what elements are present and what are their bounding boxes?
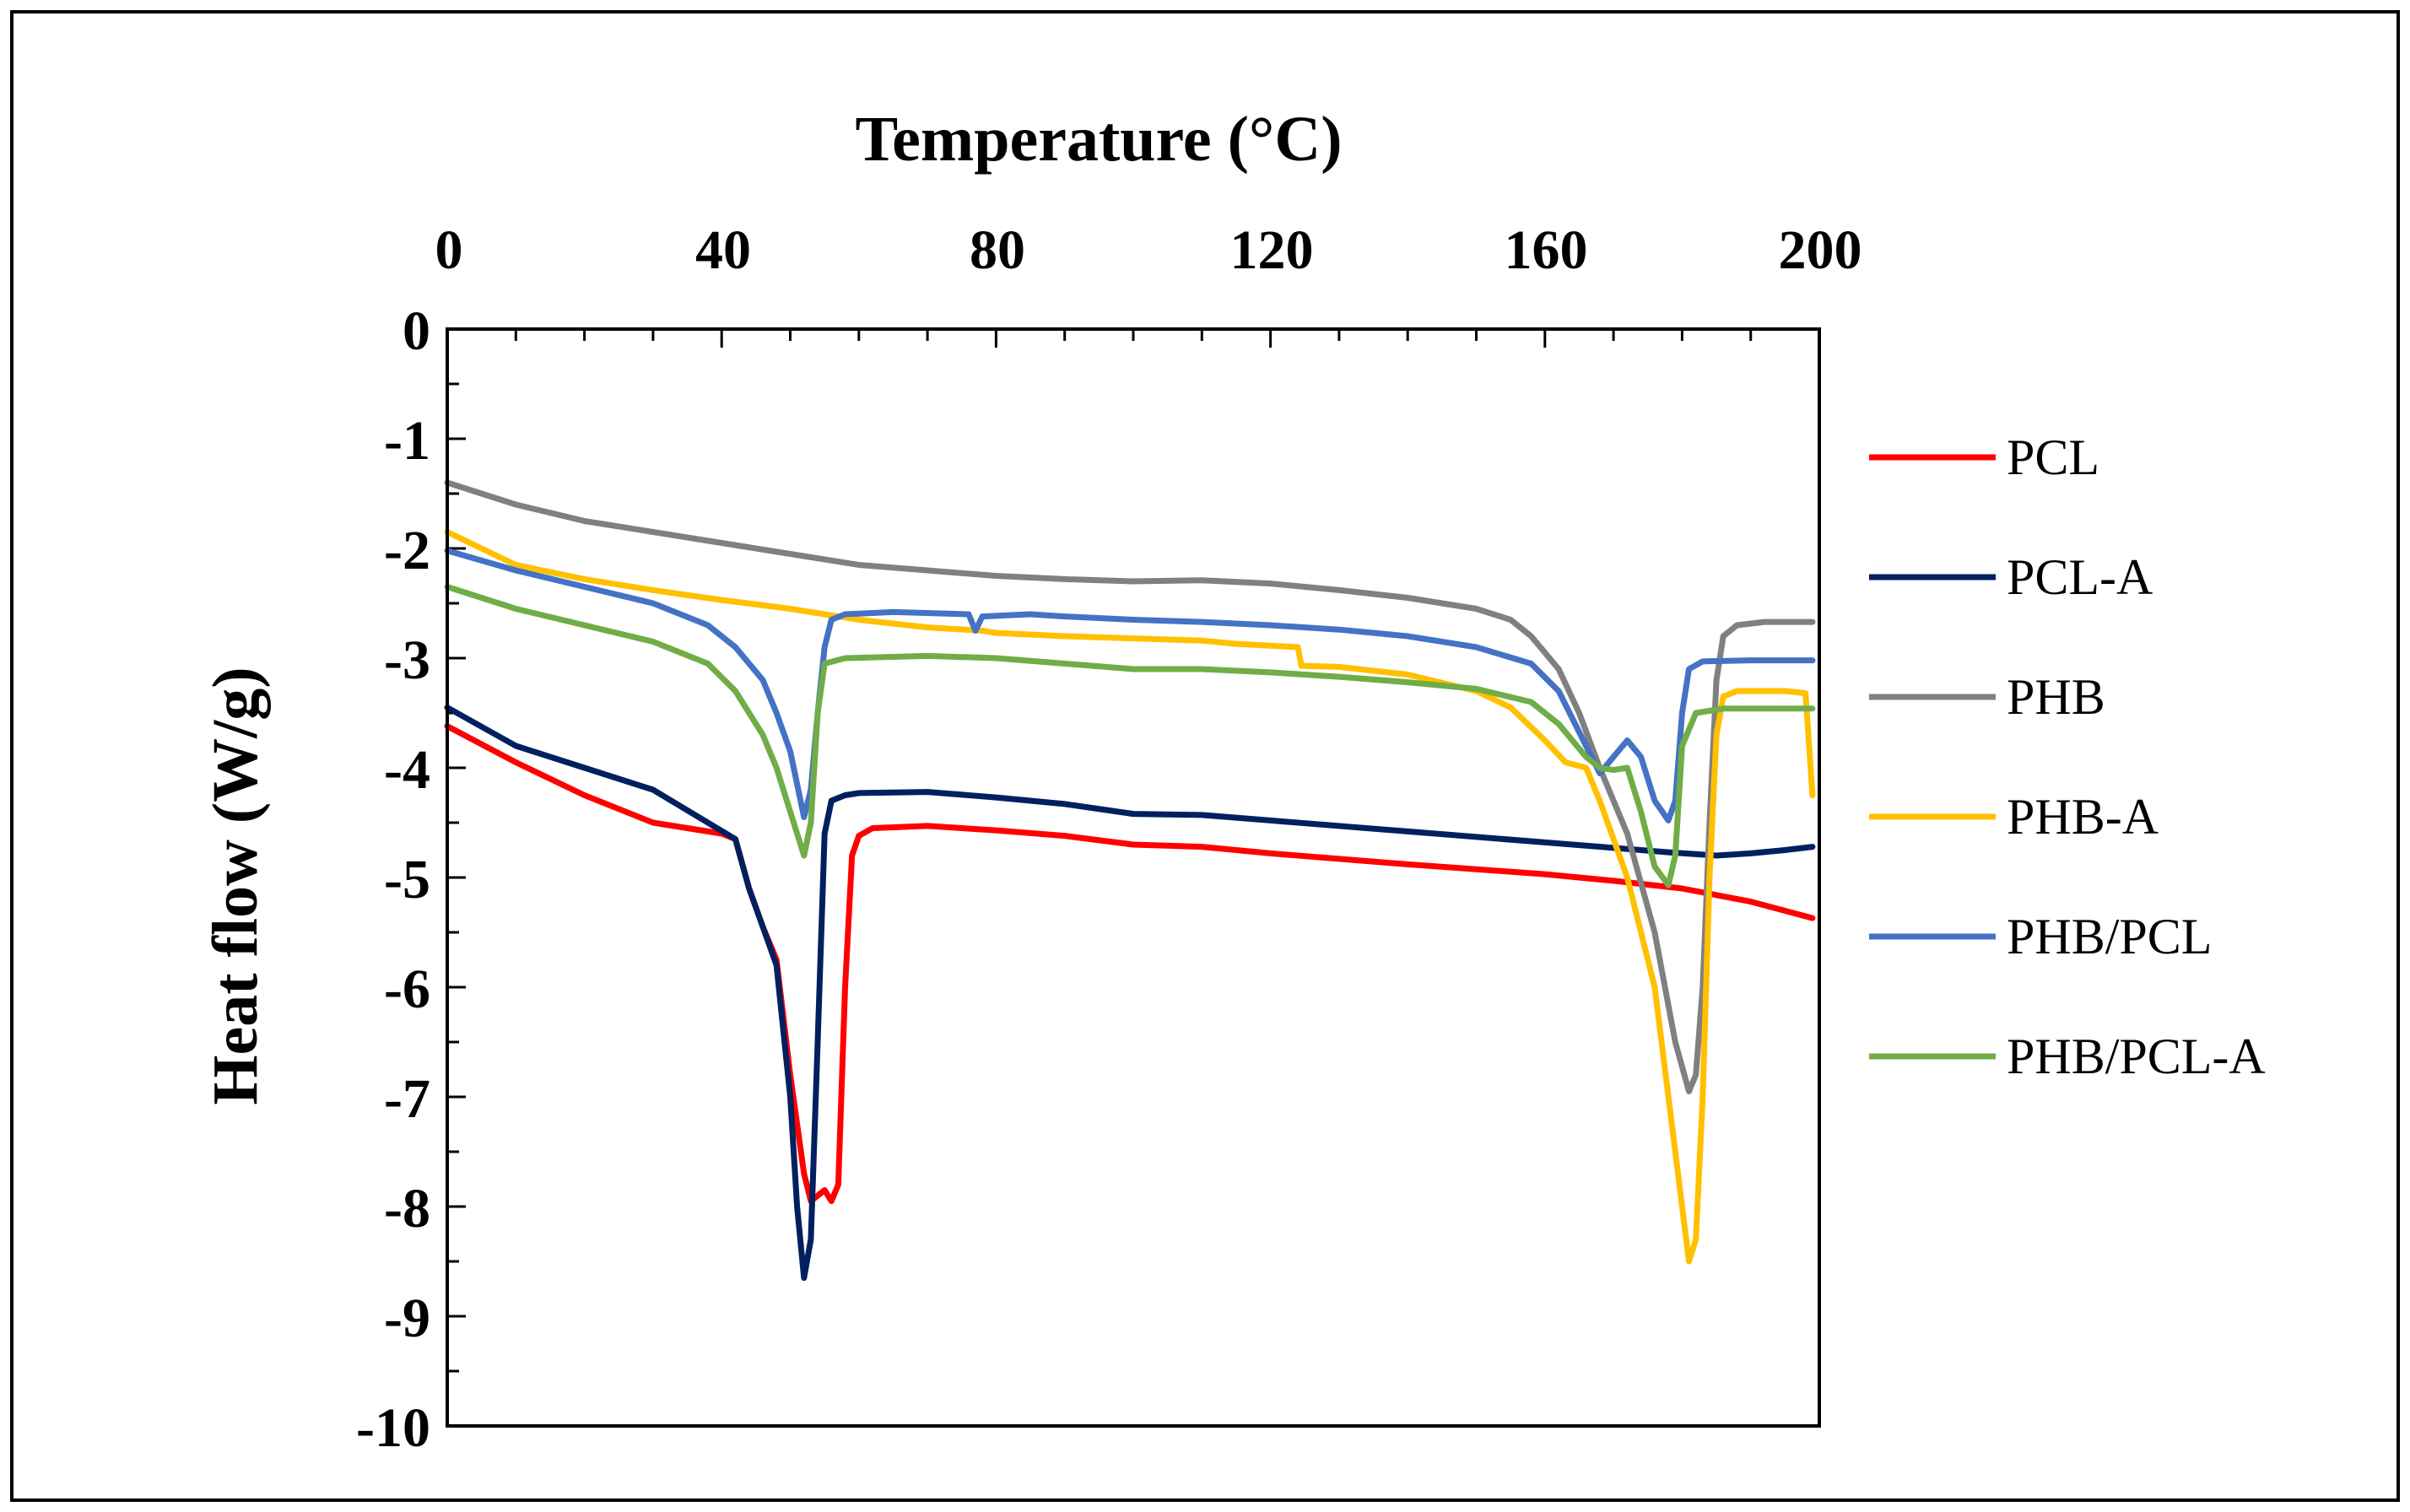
legend-entry-phb-pcl: PHB/PCL <box>1869 909 2212 964</box>
series-line-phb-pcl-a <box>444 584 1816 888</box>
legend-entry-pcl-a: PCL-A <box>1869 549 2153 605</box>
legend-label-phb: PHB <box>2007 669 2105 725</box>
y-tick-label-m2: -2 <box>384 520 430 581</box>
x-tick-labels: 0 40 80 120 160 200 <box>435 219 1862 281</box>
y-tick-label-m1: -1 <box>384 410 430 472</box>
legend-label-pcl-a: PCL-A <box>2007 549 2153 605</box>
y-tick-label-m8: -8 <box>384 1178 430 1239</box>
y-tick-label-m7: -7 <box>384 1068 430 1130</box>
series-line-pcl-a <box>444 705 1816 1281</box>
y-tick-label-m4: -4 <box>384 739 430 801</box>
x-tick-label-200: 200 <box>1779 219 1862 281</box>
y-tick-label-m9: -9 <box>384 1288 430 1349</box>
y-tick-label-0: 0 <box>403 300 430 362</box>
x-tick-label-120: 120 <box>1230 219 1314 281</box>
y-tick-label-m6: -6 <box>384 958 430 1020</box>
x-axis-title: Temperature (°C) <box>855 104 1342 175</box>
legend-label-phb-pcl-a: PHB/PCL-A <box>2007 1029 2266 1084</box>
series-line-phb-pcl <box>444 548 1816 824</box>
plot-area-frame <box>446 327 1821 1428</box>
legend-label-phb-pcl: PHB/PCL <box>2007 909 2212 964</box>
series-layer <box>444 479 1816 1281</box>
x-tick-label-160: 160 <box>1505 219 1588 281</box>
legend: PCL PCL-A PHB PHB-A PHB/PCL PHB/PCL-A <box>1869 429 2266 1084</box>
legend-entry-phb-a: PHB-A <box>1869 789 2159 845</box>
y-tick-labels: 0 -1 -2 -3 -4 -5 -6 -7 -8 -9 -10 <box>356 300 430 1459</box>
y-tick-label-m5: -5 <box>384 849 430 910</box>
legend-entry-pcl: PCL <box>1869 429 2099 485</box>
x-tick-label-0: 0 <box>435 219 463 281</box>
x-tick-label-40: 40 <box>695 219 751 281</box>
y-axis-title: Heat flow (W/g) <box>200 667 271 1104</box>
legend-entry-phb: PHB <box>1869 669 2105 725</box>
y-tick-label-m10: -10 <box>356 1397 430 1459</box>
y-tick-label-m3: -3 <box>384 629 430 691</box>
outer-border <box>10 10 2400 1502</box>
legend-label-pcl: PCL <box>2007 429 2099 485</box>
legend-entry-phb-pcl-a: PHB/PCL-A <box>1869 1029 2266 1084</box>
x-tick-label-80: 80 <box>970 219 1025 281</box>
legend-label-phb-a: PHB-A <box>2007 789 2159 845</box>
